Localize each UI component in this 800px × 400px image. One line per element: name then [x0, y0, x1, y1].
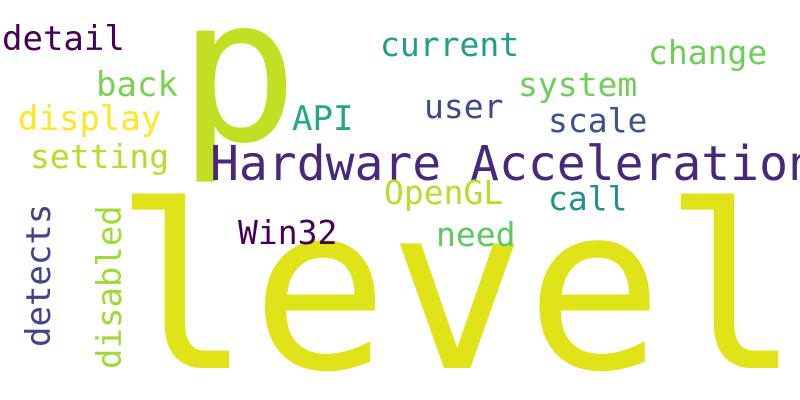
word-call: call: [548, 179, 627, 218]
word-detail: detail: [2, 19, 125, 59]
word-scale: scale: [548, 101, 647, 140]
word-level: level: [114, 156, 800, 400]
word-opengl: OpenGL: [384, 173, 503, 212]
word-display: display: [18, 99, 161, 139]
word-change: change: [648, 33, 767, 72]
word-current: current: [380, 25, 519, 64]
word-system: system: [518, 65, 637, 104]
word-api: API: [292, 99, 353, 139]
word-user: user: [424, 87, 503, 126]
word-back: back: [96, 65, 178, 105]
word-win32: Win32: [238, 213, 337, 252]
word-detects: detects: [19, 204, 59, 347]
word-disabled: disabled: [90, 205, 130, 369]
word-setting: setting: [30, 137, 169, 176]
word-need: need: [436, 215, 515, 254]
word-p: p: [178, 0, 298, 188]
word-hardware-acceleration: Hardware Acceleration: [210, 136, 800, 192]
